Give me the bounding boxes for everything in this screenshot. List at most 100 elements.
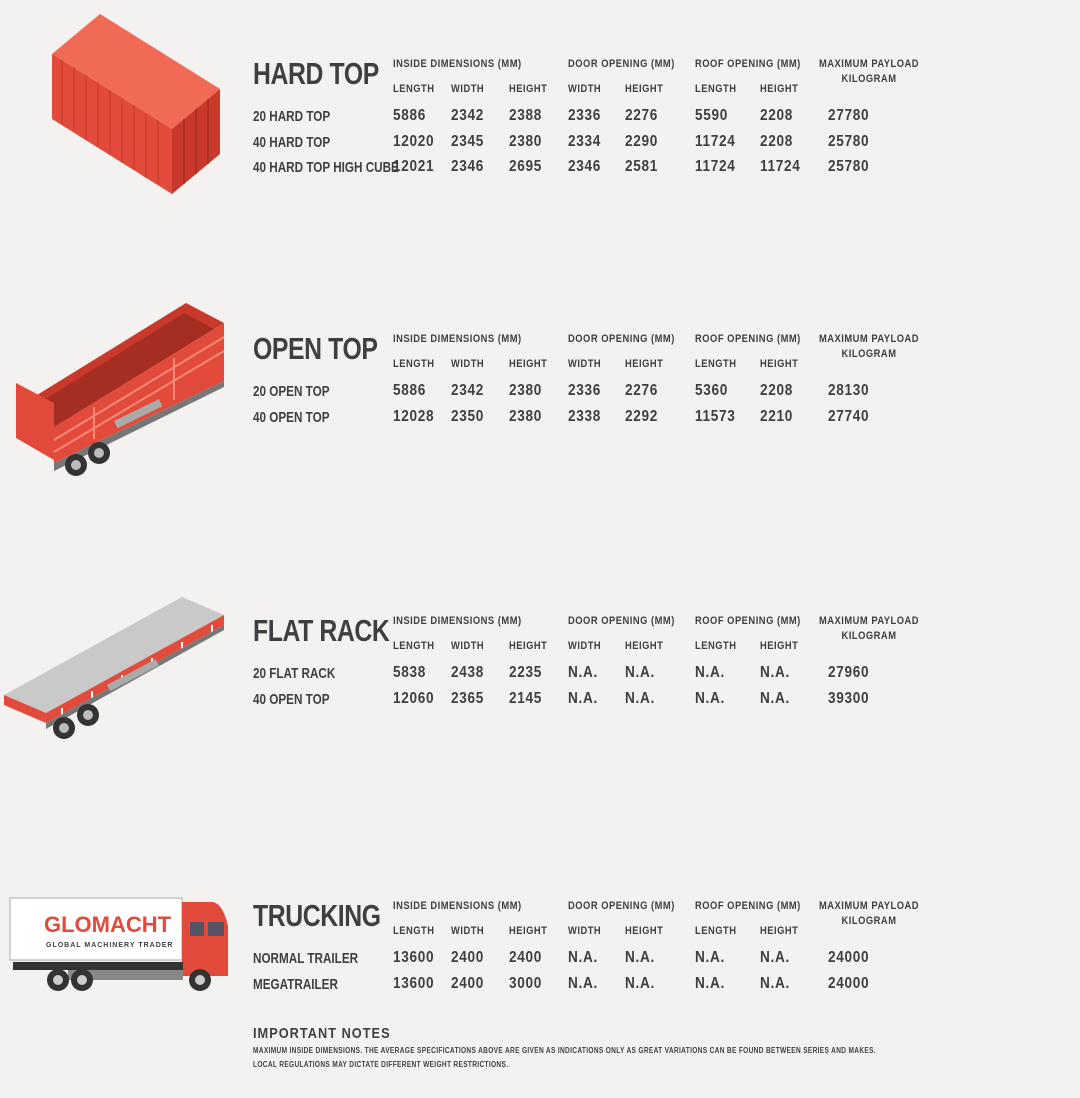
subheader-roof-length: LENGTH (695, 83, 737, 95)
section-title: FLAT RACK (253, 613, 390, 648)
subheader-inside-length: LENGTH (393, 83, 435, 95)
notes-line-2: LOCAL REGULATIONS MAY DICTATE DIFFERENT … (253, 1060, 509, 1069)
header-inside-dimensions: INSIDE DIMENSIONS (MM) (393, 58, 522, 70)
table-cell: N.A. (625, 664, 655, 681)
table-cell: 2145 (509, 689, 542, 707)
header-max-payload: MAXIMUM PAYLOAD (818, 615, 920, 627)
header-kilogram: KILOGRAM (841, 630, 897, 642)
header-door-opening: DOOR OPENING (MM) (568, 58, 675, 70)
subheader-inside-width: WIDTH (451, 925, 485, 937)
header-max-payload: MAXIMUM PAYLOAD (818, 58, 920, 70)
table-cell: 5886 (393, 382, 426, 399)
table-cell: 2365 (451, 689, 484, 707)
section-open-top: OPEN TOP INSIDE DIMENSIONS (MM) DOOR OPENI… (0, 303, 1080, 531)
subheader-roof-height: HEIGHT (760, 640, 799, 652)
table-cell: 5590 (695, 107, 728, 124)
table-cell: 2400 (451, 974, 484, 992)
table-cell: 2388 (509, 107, 542, 124)
table-cell: N.A. (568, 664, 598, 681)
table-cell: 24000 (828, 949, 870, 966)
section-title: OPEN TOP (253, 331, 378, 366)
header-inside-dimensions: INSIDE DIMENSIONS (MM) (393, 615, 522, 627)
table-cell: N.A. (760, 974, 790, 992)
header-roof-opening: ROOF OPENING (MM) (695, 615, 801, 627)
row-label: 40 HARD TOP (253, 133, 331, 151)
table-cell: 12020 (393, 132, 435, 150)
subheader-inside-width: WIDTH (451, 358, 485, 370)
table-cell: 2235 (509, 664, 542, 681)
table-cell: 2342 (451, 382, 484, 399)
table-cell: 27780 (828, 107, 870, 124)
table-cell: N.A. (695, 689, 725, 707)
table-cell: 2346 (451, 158, 484, 175)
notes-title: IMPORTANT NOTES (253, 1025, 391, 1042)
table-cell: 39300 (828, 689, 870, 707)
header-door-opening: DOOR OPENING (MM) (568, 615, 675, 627)
table-cell: 2336 (568, 382, 601, 399)
row-label: 40 OPEN TOP (253, 408, 330, 426)
table-cell: 2276 (625, 107, 658, 124)
table-cell: 2380 (509, 132, 542, 150)
table-cell: 11724 (760, 158, 801, 175)
table-cell: 2345 (451, 132, 484, 150)
subheader-door-width: WIDTH (568, 83, 602, 95)
table-cell: N.A. (695, 974, 725, 992)
table-cell: 13600 (393, 974, 435, 992)
table-cell: 25780 (828, 132, 870, 150)
subheader-inside-height: HEIGHT (509, 925, 548, 937)
table-cell: 11724 (695, 132, 736, 150)
truck-icon: GLOMACHT GLOBAL MACHINERY TRADER (9, 897, 228, 991)
subheader-inside-width: WIDTH (451, 640, 485, 652)
table-cell: 12060 (393, 689, 435, 707)
row-label: MEGATRAILER (253, 975, 338, 993)
table-cell: 12021 (393, 158, 435, 175)
table-cell: 3000 (509, 974, 542, 992)
truck-logo-name: GLOMACHT (44, 912, 172, 937)
table-cell: 2208 (760, 107, 793, 124)
row-label: 20 HARD TOP (253, 108, 331, 125)
table-cell: 2292 (625, 407, 658, 425)
table-cell: 12028 (393, 407, 435, 425)
table-cell: N.A. (695, 949, 725, 966)
table-cell: 2208 (760, 132, 793, 150)
table-cell: 5838 (393, 664, 426, 681)
row-label: 40 HARD TOP HIGH CUBE (253, 159, 399, 176)
subheader-door-height: HEIGHT (625, 358, 664, 370)
notes-line-1: MAXIMUM INSIDE DIMENSIONS. THE AVERAGE S… (253, 1046, 876, 1055)
subheader-roof-height: HEIGHT (760, 925, 799, 937)
subheader-roof-length: LENGTH (695, 358, 737, 370)
table-cell: 2350 (451, 407, 484, 425)
subheader-door-width: WIDTH (568, 640, 602, 652)
table-cell: 5886 (393, 107, 426, 124)
table-cell: 2400 (451, 949, 484, 966)
header-door-opening: DOOR OPENING (MM) (568, 333, 675, 345)
section-flat-rack: FLAT RACK INSIDE DIMENSIONS (MM) DOOR OPEN… (0, 597, 1080, 813)
truck-logo-tagline: GLOBAL MACHINERY TRADER (46, 942, 173, 949)
table-cell: 2210 (760, 407, 793, 425)
table-cell: 2276 (625, 382, 658, 399)
table-cell: N.A. (568, 974, 598, 992)
section-title: TRUCKING (253, 898, 381, 933)
table-cell: 2438 (451, 664, 484, 681)
header-kilogram: KILOGRAM (841, 73, 897, 85)
table-cell: 11724 (695, 158, 736, 175)
subheader-roof-length: LENGTH (695, 925, 737, 937)
table-cell: N.A. (625, 949, 655, 966)
subheader-inside-height: HEIGHT (509, 358, 548, 370)
header-roof-opening: ROOF OPENING (MM) (695, 58, 801, 70)
row-label: NORMAL TRAILER (253, 950, 359, 967)
subheader-inside-length: LENGTH (393, 925, 435, 937)
table-cell: N.A. (568, 689, 598, 707)
table-cell: 27960 (828, 664, 870, 681)
subheader-door-height: HEIGHT (625, 925, 664, 937)
header-kilogram: KILOGRAM (841, 915, 897, 927)
table-cell: 2338 (568, 407, 601, 425)
table-cell: 2380 (509, 382, 542, 399)
open-top-trailer-icon (16, 303, 225, 476)
row-label: 20 OPEN TOP (253, 383, 330, 400)
shipping-container-icon (52, 14, 220, 194)
table-cell: N.A. (760, 949, 790, 966)
row-label: 40 OPEN TOP (253, 690, 330, 708)
header-max-payload: MAXIMUM PAYLOAD (818, 333, 920, 345)
flat-rack-trailer-icon (4, 597, 224, 739)
